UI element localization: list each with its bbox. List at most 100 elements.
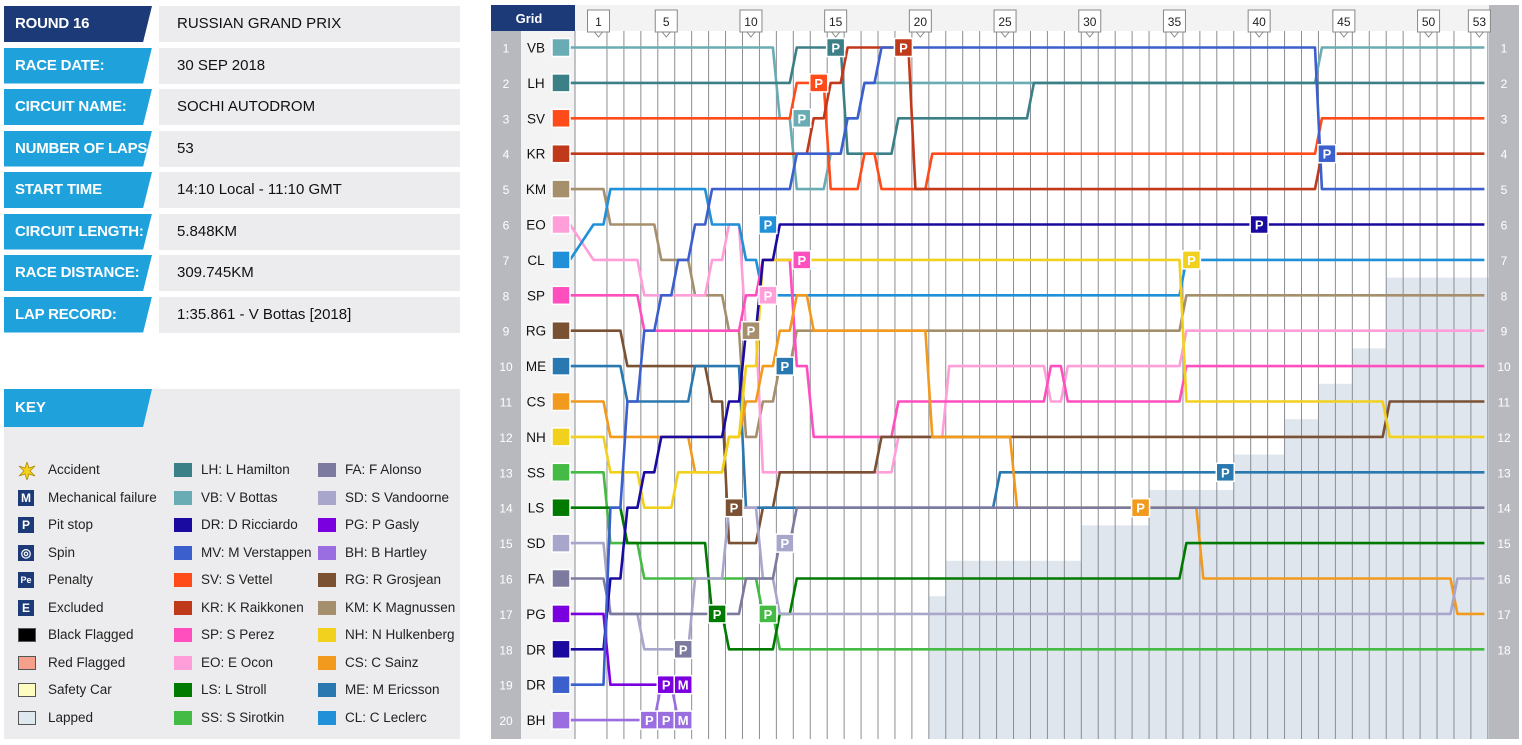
grid-position-number: 16 — [499, 573, 513, 587]
pit-stop-marker — [893, 37, 914, 58]
info-value: 14:10 Local - 11:10 GMT — [159, 172, 460, 208]
info-label: CIRCUIT LENGTH: — [4, 213, 152, 250]
driver-label: SS: S Sirotkin — [201, 709, 285, 725]
driver-label: RG: R Grosjean — [345, 572, 442, 587]
info-row: NUMBER OF LAPS: 53 — [4, 130, 460, 167]
lap-tick-pointer — [1169, 31, 1180, 38]
key-label: Spin — [48, 544, 76, 560]
pit-stop-marker-label: P — [1255, 218, 1264, 233]
final-position-number: 11 — [1498, 396, 1511, 410]
driver-label: SP: S Perez — [201, 627, 275, 642]
grid-driver-swatch — [551, 710, 571, 730]
key-label: Mechanical failure — [48, 489, 157, 505]
pit-stop-marker — [741, 320, 761, 341]
driver-label: KM: K Magnussen — [345, 599, 456, 615]
key-label: Lapped — [48, 709, 94, 725]
grid-position-number: 5 — [503, 183, 510, 197]
grid-driver-code: ME — [526, 359, 546, 374]
final-position-number: 7 — [1501, 254, 1508, 268]
lap-tick-pointer — [1254, 31, 1265, 38]
lap-tick-pointer — [593, 31, 604, 38]
driver-label: KR: K Raikkonen — [201, 599, 304, 615]
driver-color-swatch — [318, 628, 336, 642]
driver-label: SD: S Vandoorne — [345, 489, 450, 505]
series-line-fa — [570, 506, 1485, 616]
key-label: Black Flagged — [48, 627, 134, 642]
driver-color-swatch — [174, 600, 192, 615]
series-line-ss — [570, 471, 1485, 651]
final-position-number: 9 — [1501, 325, 1508, 339]
driver-color-swatch — [318, 600, 336, 615]
grid-position-number: 11 — [500, 396, 513, 410]
pit-stop-marker-label: P — [764, 288, 773, 303]
pit-stop-marker — [758, 285, 778, 306]
driver-label: SV: S Vettel — [201, 572, 273, 587]
grid-position-number: 17 — [499, 608, 513, 622]
lap-tick-pointer — [1000, 31, 1011, 38]
pit-stop-marker-label: P — [662, 713, 671, 728]
info-row: CIRCUIT LENGTH: 5.848KM — [4, 213, 460, 250]
grid-driver-swatch — [551, 391, 571, 412]
info-row: START TIME 14:10 Local - 11:10 GMT — [4, 172, 460, 208]
mechanical-failure-marker-label: M — [678, 678, 689, 693]
driver-color-swatch — [318, 463, 336, 477]
driver-color-swatch — [174, 463, 192, 477]
lapped-icon — [18, 710, 36, 725]
pit-stop-marker-label: P — [781, 536, 790, 551]
grid-driver-code: LH — [527, 76, 544, 91]
pit-stop-marker — [758, 214, 778, 235]
info-label: ROUND 16 — [4, 6, 152, 42]
driver-color-swatch — [174, 545, 192, 560]
final-position-number: 2 — [1501, 77, 1508, 91]
driver-color-swatch — [174, 490, 192, 505]
pit-stop-marker — [825, 37, 846, 58]
pit-stop-marker — [673, 639, 693, 660]
grid-position-number: 10 — [499, 360, 513, 374]
final-position-number: 15 — [1497, 537, 1511, 551]
grid-driver-swatch — [551, 179, 571, 199]
grid-driver-swatch — [551, 214, 571, 235]
info-row: LAP RECORD: 1:35.861 - V Bottas [2018] — [4, 296, 460, 333]
pit-stop-marker-label: P — [1136, 501, 1145, 516]
final-position-number: 4 — [1501, 148, 1508, 162]
grid-driver-swatch — [551, 639, 571, 660]
pit-stop-marker-label: P — [713, 607, 722, 622]
grid-position-number: 8 — [503, 289, 510, 303]
grid-driver-code: SS — [527, 465, 545, 480]
grid-driver-swatch — [551, 674, 571, 695]
lap-tick-pointer — [915, 31, 926, 38]
excluded-icon: E — [18, 599, 34, 616]
grid-driver-code: RG — [526, 324, 546, 339]
pit-stop-marker-label: P — [1221, 465, 1230, 480]
key-label: Accident — [48, 462, 100, 477]
grid-position-number: 18 — [499, 643, 513, 657]
grid-driver-code: KM — [526, 182, 546, 197]
lap-tick-label: 15 — [829, 15, 843, 29]
pit-stop-marker — [792, 250, 812, 270]
series-line-rg — [570, 329, 1485, 545]
grid-position-number: 4 — [503, 148, 510, 162]
black-flag-icon — [18, 628, 36, 642]
final-position-number: 1 — [1501, 42, 1508, 56]
driver-color-swatch — [318, 683, 336, 697]
pit-stop-marker — [775, 533, 795, 553]
pit-stop-marker-label: P — [679, 642, 688, 657]
final-position-number: 6 — [1501, 219, 1508, 233]
pit-stop-marker-label: P — [662, 678, 671, 693]
grid-position-number: 12 — [499, 431, 513, 445]
driver-label: LH: L Hamilton — [201, 462, 290, 477]
info-value: 5.848KM — [159, 213, 460, 250]
pit-stop-marker-label: P — [1187, 253, 1196, 268]
grid-header-label: Grid — [516, 11, 543, 26]
lap-tick-pointer — [745, 31, 757, 38]
final-position-number: 14 — [1497, 502, 1511, 516]
grid-position-number: 6 — [503, 219, 510, 233]
grid-driver-swatch — [551, 320, 571, 341]
final-position-number: 18 — [1497, 643, 1511, 657]
grid-driver-code: NH — [526, 430, 546, 445]
pit-stop-marker — [1181, 250, 1202, 270]
grid-driver-swatch — [551, 462, 571, 483]
pit-stop-marker-label: P — [899, 41, 908, 56]
penalty-icon: Pe — [18, 572, 34, 588]
lap-tick-label: 53 — [1473, 15, 1487, 29]
